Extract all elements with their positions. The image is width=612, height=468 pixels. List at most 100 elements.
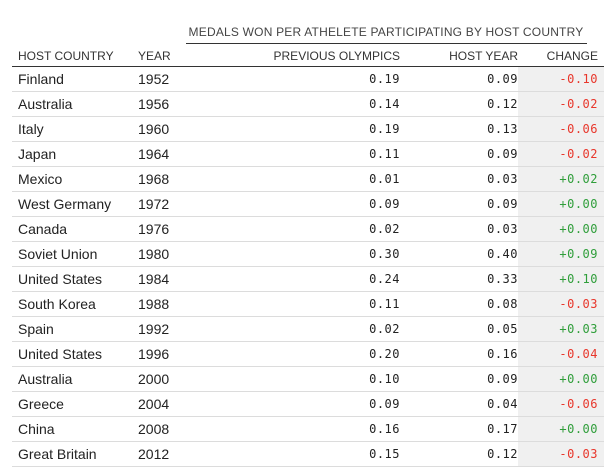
cell-host: 0.03 — [400, 216, 518, 242]
cell-host: 0.04 — [400, 391, 518, 417]
cell-year: 1956 — [133, 91, 238, 117]
cell-change: -0.03 — [518, 441, 604, 467]
table-supertitle: MEDALS WON PER ATHELETE PARTICIPATING BY… — [188, 25, 584, 39]
header-host-country: HOST COUNTRY — [12, 46, 133, 67]
cell-host: 0.09 — [400, 66, 518, 92]
table-row: China 2008 0.16 0.17 +0.00 — [12, 416, 604, 442]
table-row: Soviet Union 1980 0.30 0.40 +0.09 — [12, 241, 604, 267]
cell-previous: 0.11 — [238, 141, 400, 167]
cell-year: 2012 — [133, 441, 238, 467]
cell-host: 0.12 — [400, 441, 518, 467]
cell-country: United States — [12, 341, 133, 367]
cell-year: 1988 — [133, 291, 238, 317]
table-row: Japan 1964 0.11 0.09 -0.02 — [12, 141, 604, 167]
table-body: Finland 1952 0.19 0.09 -0.10 Australia 1956 0.1… — [12, 66, 604, 467]
header-row: HOST COUNTRY YEAR PREVIOUS OLYMPICS HOST… — [12, 46, 604, 67]
cell-previous: 0.01 — [238, 166, 400, 192]
cell-country: South Korea — [12, 291, 133, 317]
cell-change: -0.02 — [518, 91, 604, 117]
cell-change: +0.00 — [518, 416, 604, 442]
cell-country: Mexico — [12, 166, 133, 192]
cell-host: 0.33 — [400, 266, 518, 292]
cell-country: Australia — [12, 366, 133, 392]
cell-host: 0.09 — [400, 366, 518, 392]
table-row: Great Britain 2012 0.15 0.12 -0.03 — [12, 441, 604, 467]
cell-year: 1980 — [133, 241, 238, 267]
cell-country: Spain — [12, 316, 133, 342]
table-row: Greece 2004 0.09 0.04 -0.06 — [12, 391, 604, 417]
cell-country: Great Britain — [12, 441, 133, 467]
medals-table: HOST COUNTRY YEAR PREVIOUS OLYMPICS HOST… — [12, 46, 604, 467]
cell-host: 0.40 — [400, 241, 518, 267]
cell-year: 1972 — [133, 191, 238, 217]
table-row: Australia 2000 0.10 0.09 +0.00 — [12, 366, 604, 392]
cell-change: -0.10 — [518, 66, 604, 92]
table-row: Spain 1992 0.02 0.05 +0.03 — [12, 316, 604, 342]
table-row: United States 1996 0.20 0.16 -0.04 — [12, 341, 604, 367]
cell-host: 0.09 — [400, 141, 518, 167]
cell-country: China — [12, 416, 133, 442]
supertitle-rule — [186, 43, 587, 44]
cell-host: 0.08 — [400, 291, 518, 317]
cell-host: 0.12 — [400, 91, 518, 117]
cell-year: 1964 — [133, 141, 238, 167]
cell-year: 2000 — [133, 366, 238, 392]
cell-host: 0.03 — [400, 166, 518, 192]
cell-country: Soviet Union — [12, 241, 133, 267]
cell-change: -0.06 — [518, 116, 604, 142]
cell-year: 2004 — [133, 391, 238, 417]
header-year: YEAR — [133, 46, 238, 67]
cell-country: Italy — [12, 116, 133, 142]
table-row: Finland 1952 0.19 0.09 -0.10 — [12, 66, 604, 92]
table-row: Canada 1976 0.02 0.03 +0.00 — [12, 216, 604, 242]
cell-previous: 0.30 — [238, 241, 400, 267]
table-row: West Germany 1972 0.09 0.09 +0.00 — [12, 191, 604, 217]
cell-change: +0.09 — [518, 241, 604, 267]
cell-host: 0.17 — [400, 416, 518, 442]
cell-change: +0.00 — [518, 366, 604, 392]
cell-previous: 0.14 — [238, 91, 400, 117]
cell-year: 1992 — [133, 316, 238, 342]
cell-change: -0.02 — [518, 141, 604, 167]
cell-change: -0.06 — [518, 391, 604, 417]
cell-previous: 0.16 — [238, 416, 400, 442]
cell-change: +0.00 — [518, 191, 604, 217]
table-row: Mexico 1968 0.01 0.03 +0.02 — [12, 166, 604, 192]
cell-country: West Germany — [12, 191, 133, 217]
cell-previous: 0.02 — [238, 316, 400, 342]
cell-previous: 0.09 — [238, 191, 400, 217]
table-row: South Korea 1988 0.11 0.08 -0.03 — [12, 291, 604, 317]
cell-year: 1996 — [133, 341, 238, 367]
table-row: Australia 1956 0.14 0.12 -0.02 — [12, 91, 604, 117]
cell-host: 0.05 — [400, 316, 518, 342]
cell-previous: 0.09 — [238, 391, 400, 417]
cell-previous: 0.19 — [238, 66, 400, 92]
cell-previous: 0.20 — [238, 341, 400, 367]
cell-country: Australia — [12, 91, 133, 117]
cell-host: 0.16 — [400, 341, 518, 367]
cell-previous: 0.02 — [238, 216, 400, 242]
header-previous-olympics: PREVIOUS OLYMPICS — [238, 46, 400, 67]
table-row: Italy 1960 0.19 0.13 -0.06 — [12, 116, 604, 142]
cell-year: 1984 — [133, 266, 238, 292]
table-row: United States 1984 0.24 0.33 +0.10 — [12, 266, 604, 292]
cell-previous: 0.19 — [238, 116, 400, 142]
cell-country: United States — [12, 266, 133, 292]
cell-host: 0.09 — [400, 191, 518, 217]
cell-host: 0.13 — [400, 116, 518, 142]
cell-change: -0.03 — [518, 291, 604, 317]
cell-year: 2008 — [133, 416, 238, 442]
header-host-year: HOST YEAR — [400, 46, 518, 67]
cell-country: Greece — [12, 391, 133, 417]
cell-previous: 0.10 — [238, 366, 400, 392]
cell-year: 1968 — [133, 166, 238, 192]
cell-year: 1952 — [133, 66, 238, 92]
cell-change: +0.00 — [518, 216, 604, 242]
cell-change: +0.02 — [518, 166, 604, 192]
cell-change: +0.03 — [518, 316, 604, 342]
cell-previous: 0.15 — [238, 441, 400, 467]
cell-country: Finland — [12, 66, 133, 92]
cell-previous: 0.11 — [238, 291, 400, 317]
cell-change: +0.10 — [518, 266, 604, 292]
cell-year: 1960 — [133, 116, 238, 142]
